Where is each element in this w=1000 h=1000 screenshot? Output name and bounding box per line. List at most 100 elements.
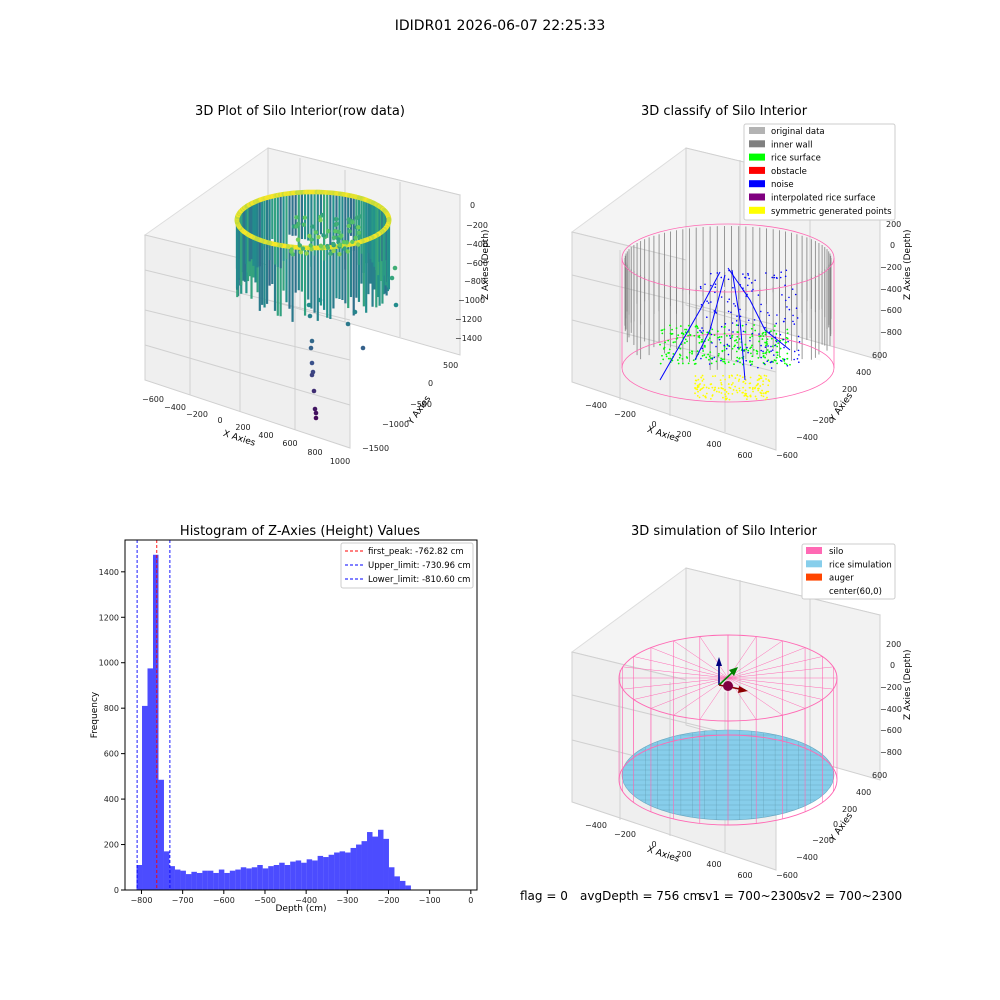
p2-symmetric-point (745, 398, 748, 401)
auger-axis-arrow (738, 686, 748, 693)
p2-noise-point (773, 274, 776, 277)
p1-point (304, 251, 309, 256)
p2-noise-point (714, 291, 716, 294)
p1-point (331, 235, 337, 240)
p2-noise-point (791, 288, 794, 290)
p2-symmetric-point (718, 391, 721, 393)
histogram-bar (240, 867, 247, 890)
auger-axis-arrow (729, 667, 738, 676)
p2-noise-point (782, 338, 785, 341)
p2-noise-point (713, 356, 716, 359)
p2-noise-point (770, 367, 773, 369)
silo-roof-line (633, 677, 729, 700)
p1-point (356, 225, 361, 230)
p2-symmetric-point (728, 374, 731, 377)
p2-rice-point (733, 345, 736, 348)
p2-noise-point (701, 327, 703, 329)
p2-symmetric-point (764, 391, 767, 394)
p2-symmetric-point (749, 395, 752, 398)
p2-xlabel: X Axies (646, 425, 681, 445)
panel2-title: 3D classify of Silo Interior (640, 104, 808, 119)
p2-rice-point (710, 357, 712, 360)
p2-legend-swatch (749, 140, 765, 148)
p1-xtick: 600 (282, 439, 297, 448)
p2-rice-point (710, 362, 713, 365)
p2-noise-point (718, 338, 721, 341)
histogram-bar (174, 869, 181, 890)
p1-point (333, 222, 339, 227)
p2-rice-point (784, 341, 787, 344)
histogram-bar (345, 852, 351, 890)
p2-symmetric-point (696, 394, 699, 397)
panel4-title: 3D simulation of Silo Interior (631, 524, 817, 539)
p4-legend-swatch (806, 573, 822, 581)
p2-symmetric-point (697, 378, 700, 381)
p4-ytick: −400 (796, 853, 818, 862)
p2-rice-point (665, 355, 668, 358)
p2-rice-point (718, 336, 721, 338)
p2-rice-point (711, 328, 714, 331)
p2-rice-point (739, 346, 742, 349)
p2-rice-point (727, 344, 729, 347)
p1-point (321, 233, 326, 238)
p2-symmetric-point (756, 379, 759, 382)
p2-noise-point (727, 310, 730, 313)
histogram-bar (334, 852, 340, 890)
p2-rice-point (749, 336, 752, 339)
p1-ztick: −1000 (458, 296, 485, 305)
p1-point (337, 242, 343, 248)
p2-symmetric-point (752, 390, 754, 393)
histogram-bar (301, 862, 307, 890)
p2-noise-point (700, 331, 703, 333)
p1-point (313, 410, 319, 416)
p2-noise-point (737, 324, 739, 327)
p2-rice-point (661, 332, 664, 335)
p1-point (307, 233, 312, 239)
p2-rice-point (786, 332, 789, 334)
silo-roof-line (650, 677, 729, 709)
p2-symmetric-point (727, 383, 730, 385)
p2-rice-point (667, 352, 670, 354)
p2-symmetric-point (727, 392, 730, 395)
p2-symmetric-point (722, 396, 724, 399)
p2-rice-point (662, 358, 665, 361)
footer-sv1: sv1 = 700~2300 (699, 889, 802, 903)
p1-point (309, 360, 315, 366)
p2-rice-point (659, 343, 661, 346)
p2-noise-point (779, 359, 782, 362)
p2-symmetric-point (744, 382, 747, 385)
p1-point (308, 345, 314, 351)
p2-noise-point (786, 364, 789, 367)
p2-rice-point (785, 363, 788, 366)
p2-noise-point (714, 286, 717, 289)
histogram-bar (339, 851, 346, 890)
p2-rice-point (696, 325, 699, 328)
p2-noise-point (783, 358, 786, 361)
histogram-bar (180, 870, 186, 890)
p2-symmetric-point (763, 374, 766, 377)
p1-point (360, 345, 366, 351)
p2-noise-point (771, 276, 774, 279)
p2-rice-point (783, 362, 786, 365)
p2-rice-point (698, 336, 701, 339)
p2-noise-point (731, 322, 734, 324)
histogram-legend-label: Upper_limit: -730.96 cm (368, 561, 471, 571)
p2-rice-point (738, 347, 740, 350)
p2-noise-point (787, 340, 789, 343)
p2-symmetric-point (705, 392, 708, 395)
p2-rice-point (693, 363, 696, 365)
p2-noise-point (760, 356, 762, 359)
footer-avg-depth: avgDepth = 756 cm (580, 889, 702, 903)
p2-rice-point (687, 362, 690, 365)
histogram-xtick-label: −200 (377, 896, 399, 905)
p2-noise-point (775, 340, 778, 343)
p2-symmetric-point (726, 397, 728, 400)
p2-rice-point (669, 357, 672, 360)
p2-rice-point (716, 330, 719, 333)
p2-symmetric-point (694, 382, 697, 385)
p2-rice-point (679, 347, 682, 350)
p2-rice-point (723, 332, 726, 335)
p2-rice-point (717, 336, 720, 339)
panel4-legend: silo rice simulation auger center(60,0) (801, 543, 896, 600)
p2-symmetric-point (720, 392, 723, 394)
